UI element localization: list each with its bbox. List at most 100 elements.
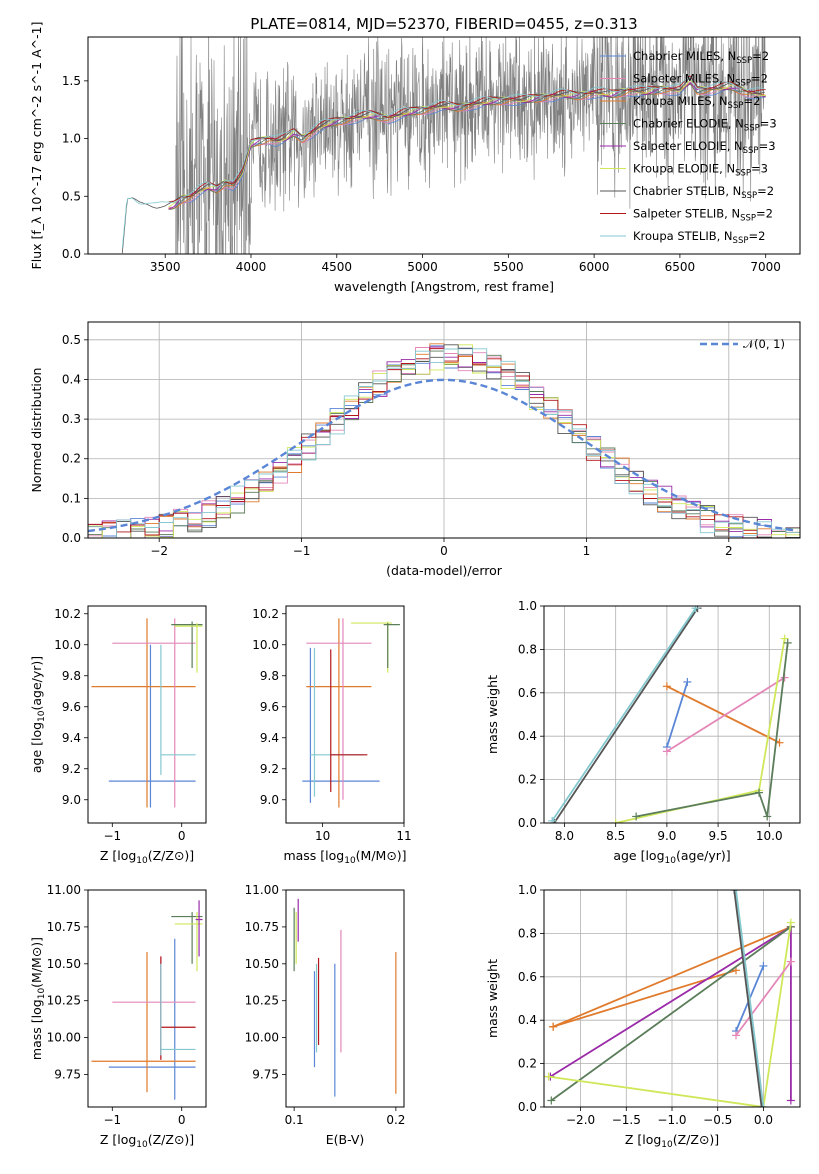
gaussian-reference-line [88, 378, 798, 533]
residual-histogram-series [88, 344, 800, 538]
y-tick-label: 9.8 [62, 669, 81, 683]
weight-series-marker [759, 961, 768, 970]
weight-series-marker [786, 1096, 795, 1105]
x-tick-label: −2 [150, 544, 168, 558]
x-axis-label: E(B-V) [326, 1132, 365, 1147]
axes-frame [543, 605, 801, 824]
weight-series-marker [632, 812, 641, 821]
x-tick-label: 0 [178, 829, 186, 843]
x-tick-label: 11 [396, 829, 411, 843]
parameter-cross [108, 938, 196, 1100]
weight-series-line [548, 922, 792, 1107]
axes-frame [87, 321, 801, 539]
x-tick-label: 4000 [236, 260, 267, 274]
y-tick-label: 9.8 [260, 669, 279, 683]
y-tick-label: 0.8 [518, 926, 537, 940]
parameter-cross [108, 644, 196, 808]
weight-series-marker [683, 677, 692, 686]
age-weight-panel: 8.0 8.5 9.0 9.5 10.0 0.0 0.2 0.4 0.6 0.8 1.0 age [l… [485, 599, 801, 866]
y-tick-label: 0.0 [62, 531, 81, 545]
residual-histogram-series [88, 348, 800, 538]
x-axis-label: (data-model)/error [386, 563, 503, 578]
y-tick-label: 10.25 [47, 994, 81, 1008]
weight-series-marker [544, 1072, 553, 1081]
y-axis-label: mass [log10(M/M⊙)] [29, 937, 47, 1060]
plot-area [91, 618, 203, 808]
x-tick-label: 0.1 [285, 1113, 304, 1127]
plot-area [88, 343, 800, 538]
y-tick-label: 10.50 [47, 957, 81, 971]
parameter-cross [330, 649, 368, 792]
y-tick-label: 0.0 [518, 1100, 537, 1114]
y-tick-label: 0.0 [518, 816, 537, 830]
metallicity-age-panel: −1 0 9.0 9.2 9.4 9.6 9.8 10.0 10.2 Z [log10(Z/Z⊙)… [29, 605, 207, 866]
model-spectrum-line [121, 77, 765, 249]
x-tick-label: 5500 [493, 260, 524, 274]
parameter-cross [171, 621, 203, 668]
y-tick-label: 10.0 [252, 638, 279, 652]
observed-spectrum-line [175, 37, 766, 254]
legend-entry: Salpeter ELODIE, NSSP=3 [633, 139, 776, 156]
y-tick-label: 10.75 [245, 920, 279, 934]
residual-histogram-panel: −2 −1 0 1 2 0.0 0.1 0.2 0.3 0.4 0.5 (data-model)/er… [29, 321, 801, 578]
x-tick-label: 0 [178, 1113, 186, 1127]
weight-series-marker [611, 819, 620, 823]
x-tick-label: 10.0 [756, 829, 783, 843]
weight-series-marker [755, 788, 764, 797]
model-spectrum-line [168, 82, 766, 209]
y-tick-label: 9.0 [260, 793, 279, 807]
y-tick-label: 0.2 [62, 452, 81, 466]
parameter-cross [383, 623, 400, 668]
weight-series-marker [732, 890, 740, 894]
weight-series-line [735, 890, 765, 1107]
weight-series-marker [549, 1022, 558, 1031]
y-tick-label: 10.2 [252, 607, 279, 621]
legend-entry: Chabrier MILES, NSSP=2 [633, 49, 769, 66]
weight-series-line [552, 926, 792, 1028]
parameter-cross [160, 963, 196, 1056]
weight-series-marker [759, 1103, 768, 1107]
y-tick-label: 9.75 [252, 1068, 279, 1082]
y-tick-label: 0.5 [62, 333, 81, 347]
axes-frame [87, 605, 207, 824]
legend-entry: Kroupa MILES, NSSP=2 [633, 94, 760, 111]
y-tick-label: 0.6 [518, 970, 537, 984]
weight-series-marker [548, 816, 557, 823]
x-tick-label: 9.0 [657, 829, 676, 843]
weight-series-marker [691, 606, 700, 613]
y-tick-label: 0.5 [62, 189, 81, 203]
y-tick-label: 11.00 [245, 883, 279, 897]
x-axis-label: Z [log10(Z/Z⊙)] [625, 1132, 719, 1150]
x-tick-label: 1 [583, 544, 591, 558]
y-tick-label: 0.4 [518, 1013, 537, 1027]
legend-entry: Kroupa STELIB, NSSP=2 [633, 229, 765, 246]
x-tick-label: −1.0 [657, 1113, 686, 1127]
x-tick-label: 0 [440, 544, 448, 558]
y-axis-label: mass weight [485, 959, 500, 1038]
y-tick-label: 9.6 [62, 700, 81, 714]
y-tick-label: 10.00 [47, 1031, 81, 1045]
parameter-cross [112, 618, 196, 808]
y-tick-label: 9.4 [260, 731, 279, 745]
legend-entry: Chabrier ELODIE, NSSP=3 [633, 117, 777, 134]
spectrum-panel: 3500 4000 4500 5000 5500 6000 6500 7000 0.0 0.5 1.… [29, 22, 801, 294]
y-tick-label: 0.4 [518, 729, 537, 743]
parameter-cross [310, 647, 364, 797]
parameter-cross [160, 956, 196, 1060]
x-tick-label: −1.5 [612, 1113, 641, 1127]
y-tick-label: 10.25 [245, 994, 279, 1008]
x-tick-label: 2 [725, 544, 733, 558]
x-tick-label: 8.0 [555, 829, 574, 843]
weight-series-line [666, 681, 689, 748]
weight-series-line [636, 642, 789, 818]
residual-histogram-series [88, 347, 800, 538]
y-tick-label: 10.00 [245, 1031, 279, 1045]
model-spectrum-line [168, 75, 766, 203]
x-tick-label: 9.5 [709, 829, 728, 843]
y-tick-label: 1.0 [62, 132, 81, 146]
weight-series-line [550, 926, 792, 1102]
y-tick-label: 10.50 [245, 957, 279, 971]
parameter-cross [302, 647, 380, 803]
y-axis-label: Normed distribution [29, 368, 44, 493]
legend-entry: Chabrier STELIB, NSSP=2 [633, 184, 774, 201]
